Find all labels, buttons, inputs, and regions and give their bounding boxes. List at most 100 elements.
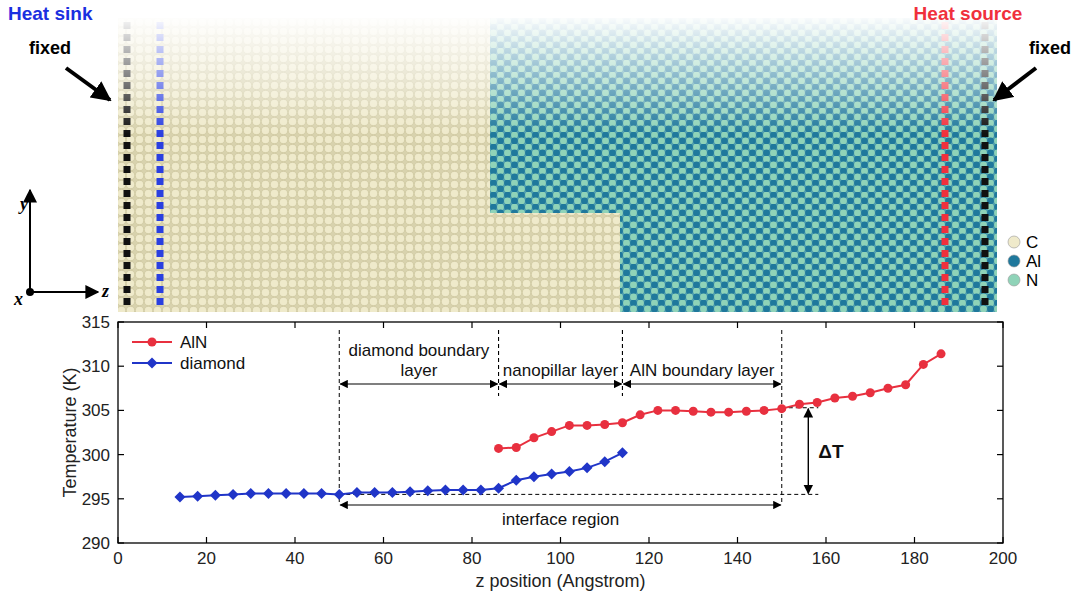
x-tick [560,537,561,543]
plot-frame [118,322,1003,543]
y-tick-label: 300 [82,446,110,465]
x-tick-label: 200 [989,549,1017,568]
structure [114,14,1001,312]
series-marker [351,487,362,498]
axis-letter: y [18,194,29,214]
series-marker [724,408,733,417]
y-tick [997,410,1003,411]
series-marker [777,404,786,413]
region-label-line: nanopillar layer [503,361,619,380]
x-tick-label: 100 [546,549,574,568]
x-axis-title: z position (Angstrom) [475,571,645,591]
annotations: diamond boundarylayernanopillar layerAlN… [339,330,844,529]
series-marker [813,398,822,407]
x-tick-label: 0 [113,549,122,568]
y-tick [118,366,124,367]
series-marker [919,360,928,369]
series-marker [387,487,398,498]
series-marker [742,407,751,416]
series-marker [316,488,327,499]
y-tick-label: 295 [82,490,110,509]
atom-legend-label: N [1026,271,1038,290]
region-boundary [622,330,623,396]
axis-letter: x [13,289,23,309]
x-tick-label: 120 [635,549,663,568]
series-marker [564,466,575,477]
series-marker [458,484,469,495]
atom-legend-swatch [1008,236,1020,248]
x-tick-label: 140 [723,549,751,568]
heat-sink-label: Heat sink [8,3,93,24]
atom-legend-label: Al [1026,252,1041,271]
series-marker [369,487,380,498]
series-marker [583,421,592,430]
fixed-label: fixed [29,38,71,58]
fade-overlay [114,14,1001,134]
region-boundary [498,330,499,396]
series-marker [760,406,769,415]
series-marker [795,400,804,409]
series-marker [475,484,486,495]
x-tick [648,322,649,328]
x-tick [383,537,384,543]
series-marker [582,462,593,473]
atom-legend-swatch [1008,274,1020,286]
series-marker [245,488,256,499]
series-marker [706,408,715,417]
x-tick [737,322,738,328]
delta-t-label: ΔT [818,441,844,462]
x-tick [560,322,561,328]
x-tick [383,322,384,328]
delta-t-arrow [808,409,809,494]
x-tick-label: 180 [900,549,928,568]
axis-arrow-y [29,190,31,292]
series-marker [405,486,416,497]
legend-marker [148,338,157,347]
series-marker [422,485,433,496]
series-marker [848,392,857,401]
series-marker [298,488,309,499]
series-line [180,453,623,497]
y-tick [997,498,1003,499]
x-tick [825,322,826,328]
y-axis-title: Temperature (K) [60,367,80,497]
y-tick [997,366,1003,367]
region-boundary [622,330,623,396]
series-marker [636,410,645,419]
series-marker [440,484,451,495]
y-tick-label: 310 [82,357,110,376]
axes: 0204060801001201401601802002902953003053… [60,313,1017,591]
y-tick-label: 290 [82,534,110,553]
x-tick [206,322,207,328]
series-marker [689,407,698,416]
axis-letter: z [101,281,109,301]
x-tick [206,537,207,543]
region-boundary [781,330,782,505]
y-tick [118,498,124,499]
series-marker [937,349,946,358]
x-tick-label: 80 [463,549,482,568]
y-tick-label: 315 [82,313,110,332]
series-marker [830,394,839,403]
figure: Heat sinkHeat sourcefixedfixedyxzCAlN020… [0,0,1085,596]
series-marker [529,433,538,442]
x-tick [914,322,915,328]
series-marker [511,475,522,486]
series-marker [618,418,627,427]
fixed-arrow [66,68,110,100]
y-tick [118,454,124,455]
region-boundary [498,330,499,396]
series-marker [192,491,203,502]
series-marker [263,488,274,499]
series-marker [671,406,680,415]
region-label-line: AlN boundary layer [630,361,775,380]
region-arrow [340,383,497,384]
series-marker [493,483,504,494]
series-marker [210,490,221,501]
legend-marker [147,358,158,369]
heat-source-label: Heat source [914,3,1023,24]
series-marker [600,420,609,429]
x-tick [825,537,826,543]
atom-legend-label: C [1026,233,1038,252]
data [174,349,945,502]
